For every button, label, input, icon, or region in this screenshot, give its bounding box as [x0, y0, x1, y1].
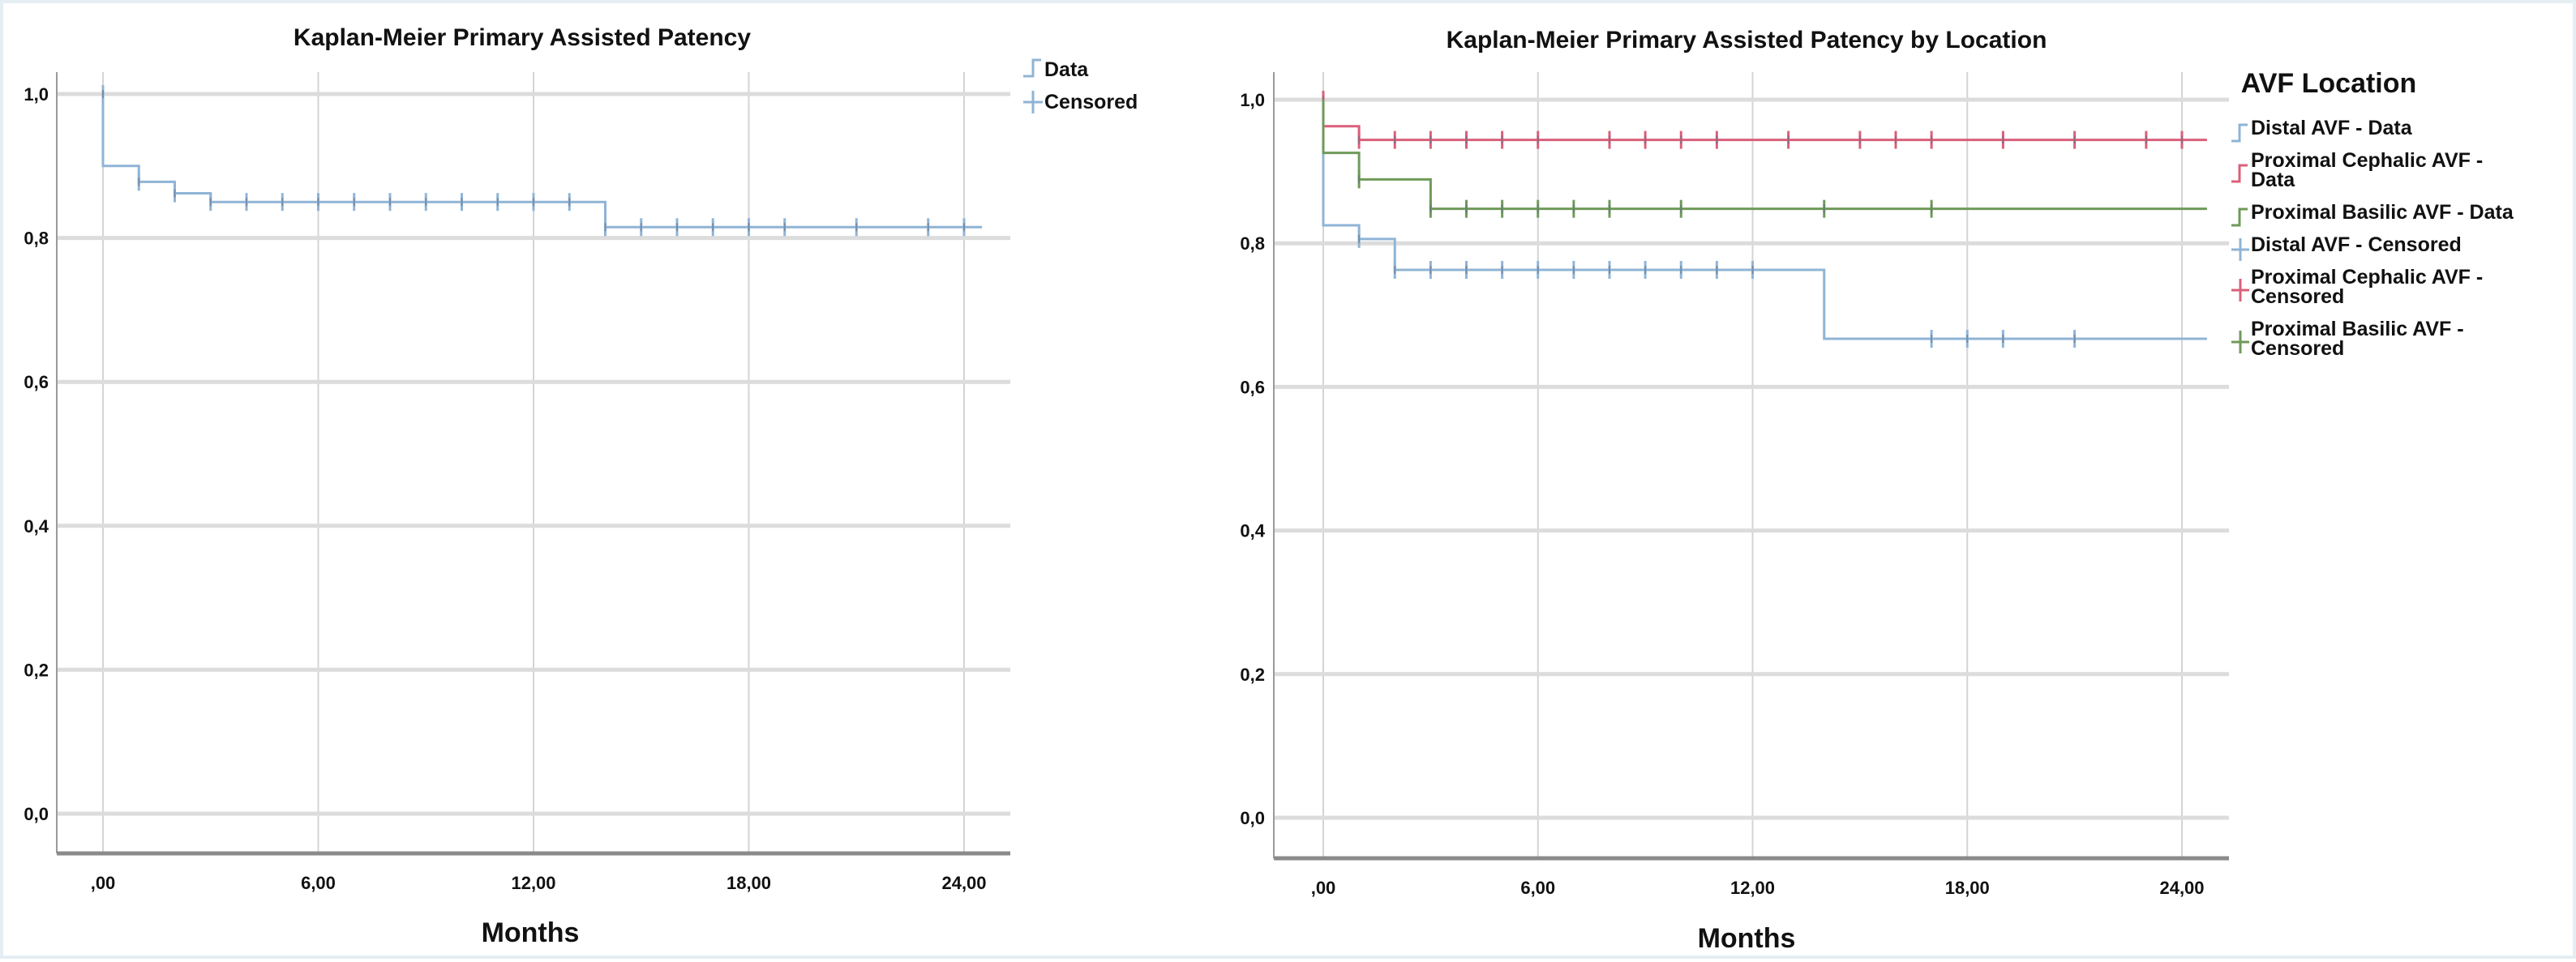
series-distal-avf	[1322, 100, 2207, 348]
legend-label-line: Censored	[2251, 285, 2344, 308]
legend-label-line: Distal AVF - Censored	[2251, 233, 2462, 256]
legend-label: Proximal Cephalic AVF -Data	[2251, 149, 2483, 191]
x-tick-label: ,00	[1311, 878, 1336, 898]
legend-title: AVF Location	[2241, 68, 2417, 99]
legend-label: Proximal Basilic AVF -Censored	[2251, 318, 2464, 360]
x-tick-label: ,00	[91, 873, 116, 893]
y-tick-label: 0,4	[24, 516, 49, 537]
y-tick-label: 0,0	[1240, 808, 1265, 828]
y-tick-label: 0,0	[24, 804, 49, 824]
y-tick-label: 0,6	[24, 372, 49, 392]
x-tick-label: 18,00	[727, 873, 771, 893]
series-proximal-basilic-avf	[1322, 100, 2207, 218]
x-axis-label: Months	[482, 917, 580, 948]
survival-step-line	[101, 94, 983, 229]
y-tick-label: 0,2	[1240, 665, 1265, 685]
legend-label: Proximal Basilic AVF - Data	[2251, 201, 2514, 224]
y-tick-label: 0,2	[24, 660, 49, 680]
chart-title: Kaplan-Meier Primary Assisted Patency	[294, 24, 751, 51]
chart-2: Kaplan-Meier Primary Assisted Patency by…	[1240, 27, 2514, 954]
legend-label: Distal AVF - Data	[2251, 117, 2413, 139]
legend: AVF Location Distal AVF - Data Proximal Ce…	[2231, 68, 2514, 360]
x-tick-label: 12,00	[511, 873, 555, 893]
legend-step-icon	[2231, 207, 2248, 227]
legend-label: Data	[1044, 58, 1089, 81]
y-tick-label: 0,4	[1240, 521, 1265, 541]
y-tick-label: 1,0	[1240, 90, 1265, 110]
x-axis-label: Months	[1698, 923, 1796, 954]
legend: Data Censored	[1023, 58, 1138, 113]
x-tick-label: 24,00	[941, 873, 986, 893]
legend-label: Distal AVF - Censored	[2251, 233, 2462, 256]
y-tick-label: 0,6	[1240, 377, 1265, 397]
chart-title: Kaplan-Meier Primary Assisted Patency by…	[1447, 27, 2047, 53]
x-tick-label: 6,00	[301, 873, 336, 893]
series-data	[101, 85, 983, 237]
km-figure: Kaplan-Meier Primary Assisted Patency ,00…	[24, 24, 2514, 954]
x-tick-label: 18,00	[1945, 878, 1990, 898]
chart-1: Kaplan-Meier Primary Assisted Patency ,00…	[24, 24, 1138, 948]
legend-step-icon	[2231, 123, 2248, 143]
survival-step-line	[1322, 100, 2207, 211]
legend-label-line: Distal AVF - Data	[2251, 117, 2413, 139]
y-tick-label: 0,8	[24, 229, 49, 249]
legend-step-icon	[1023, 58, 1041, 78]
legend-step-icon	[2231, 164, 2248, 183]
survival-step-line	[1322, 100, 2207, 340]
legend-label-line: Proximal Cephalic AVF -	[2251, 149, 2483, 172]
x-tick-label: 6,00	[1520, 878, 1555, 898]
x-tick-label: 12,00	[1730, 878, 1775, 898]
legend-label: Proximal Cephalic AVF -Censored	[2251, 266, 2483, 308]
legend-label: Censored	[1044, 91, 1138, 113]
legend-label-line: Proximal Basilic AVF -	[2251, 318, 2464, 340]
legend-label-line: Proximal Cephalic AVF -	[2251, 266, 2483, 289]
legend-label-line: Data	[2251, 169, 2295, 191]
legend-label-line: Censored	[2251, 337, 2344, 360]
x-tick-label: 24,00	[2159, 878, 2204, 898]
legend-label-line: Proximal Basilic AVF - Data	[2251, 201, 2514, 224]
y-tick-label: 0,8	[1240, 233, 1265, 254]
y-tick-label: 1,0	[24, 84, 49, 105]
